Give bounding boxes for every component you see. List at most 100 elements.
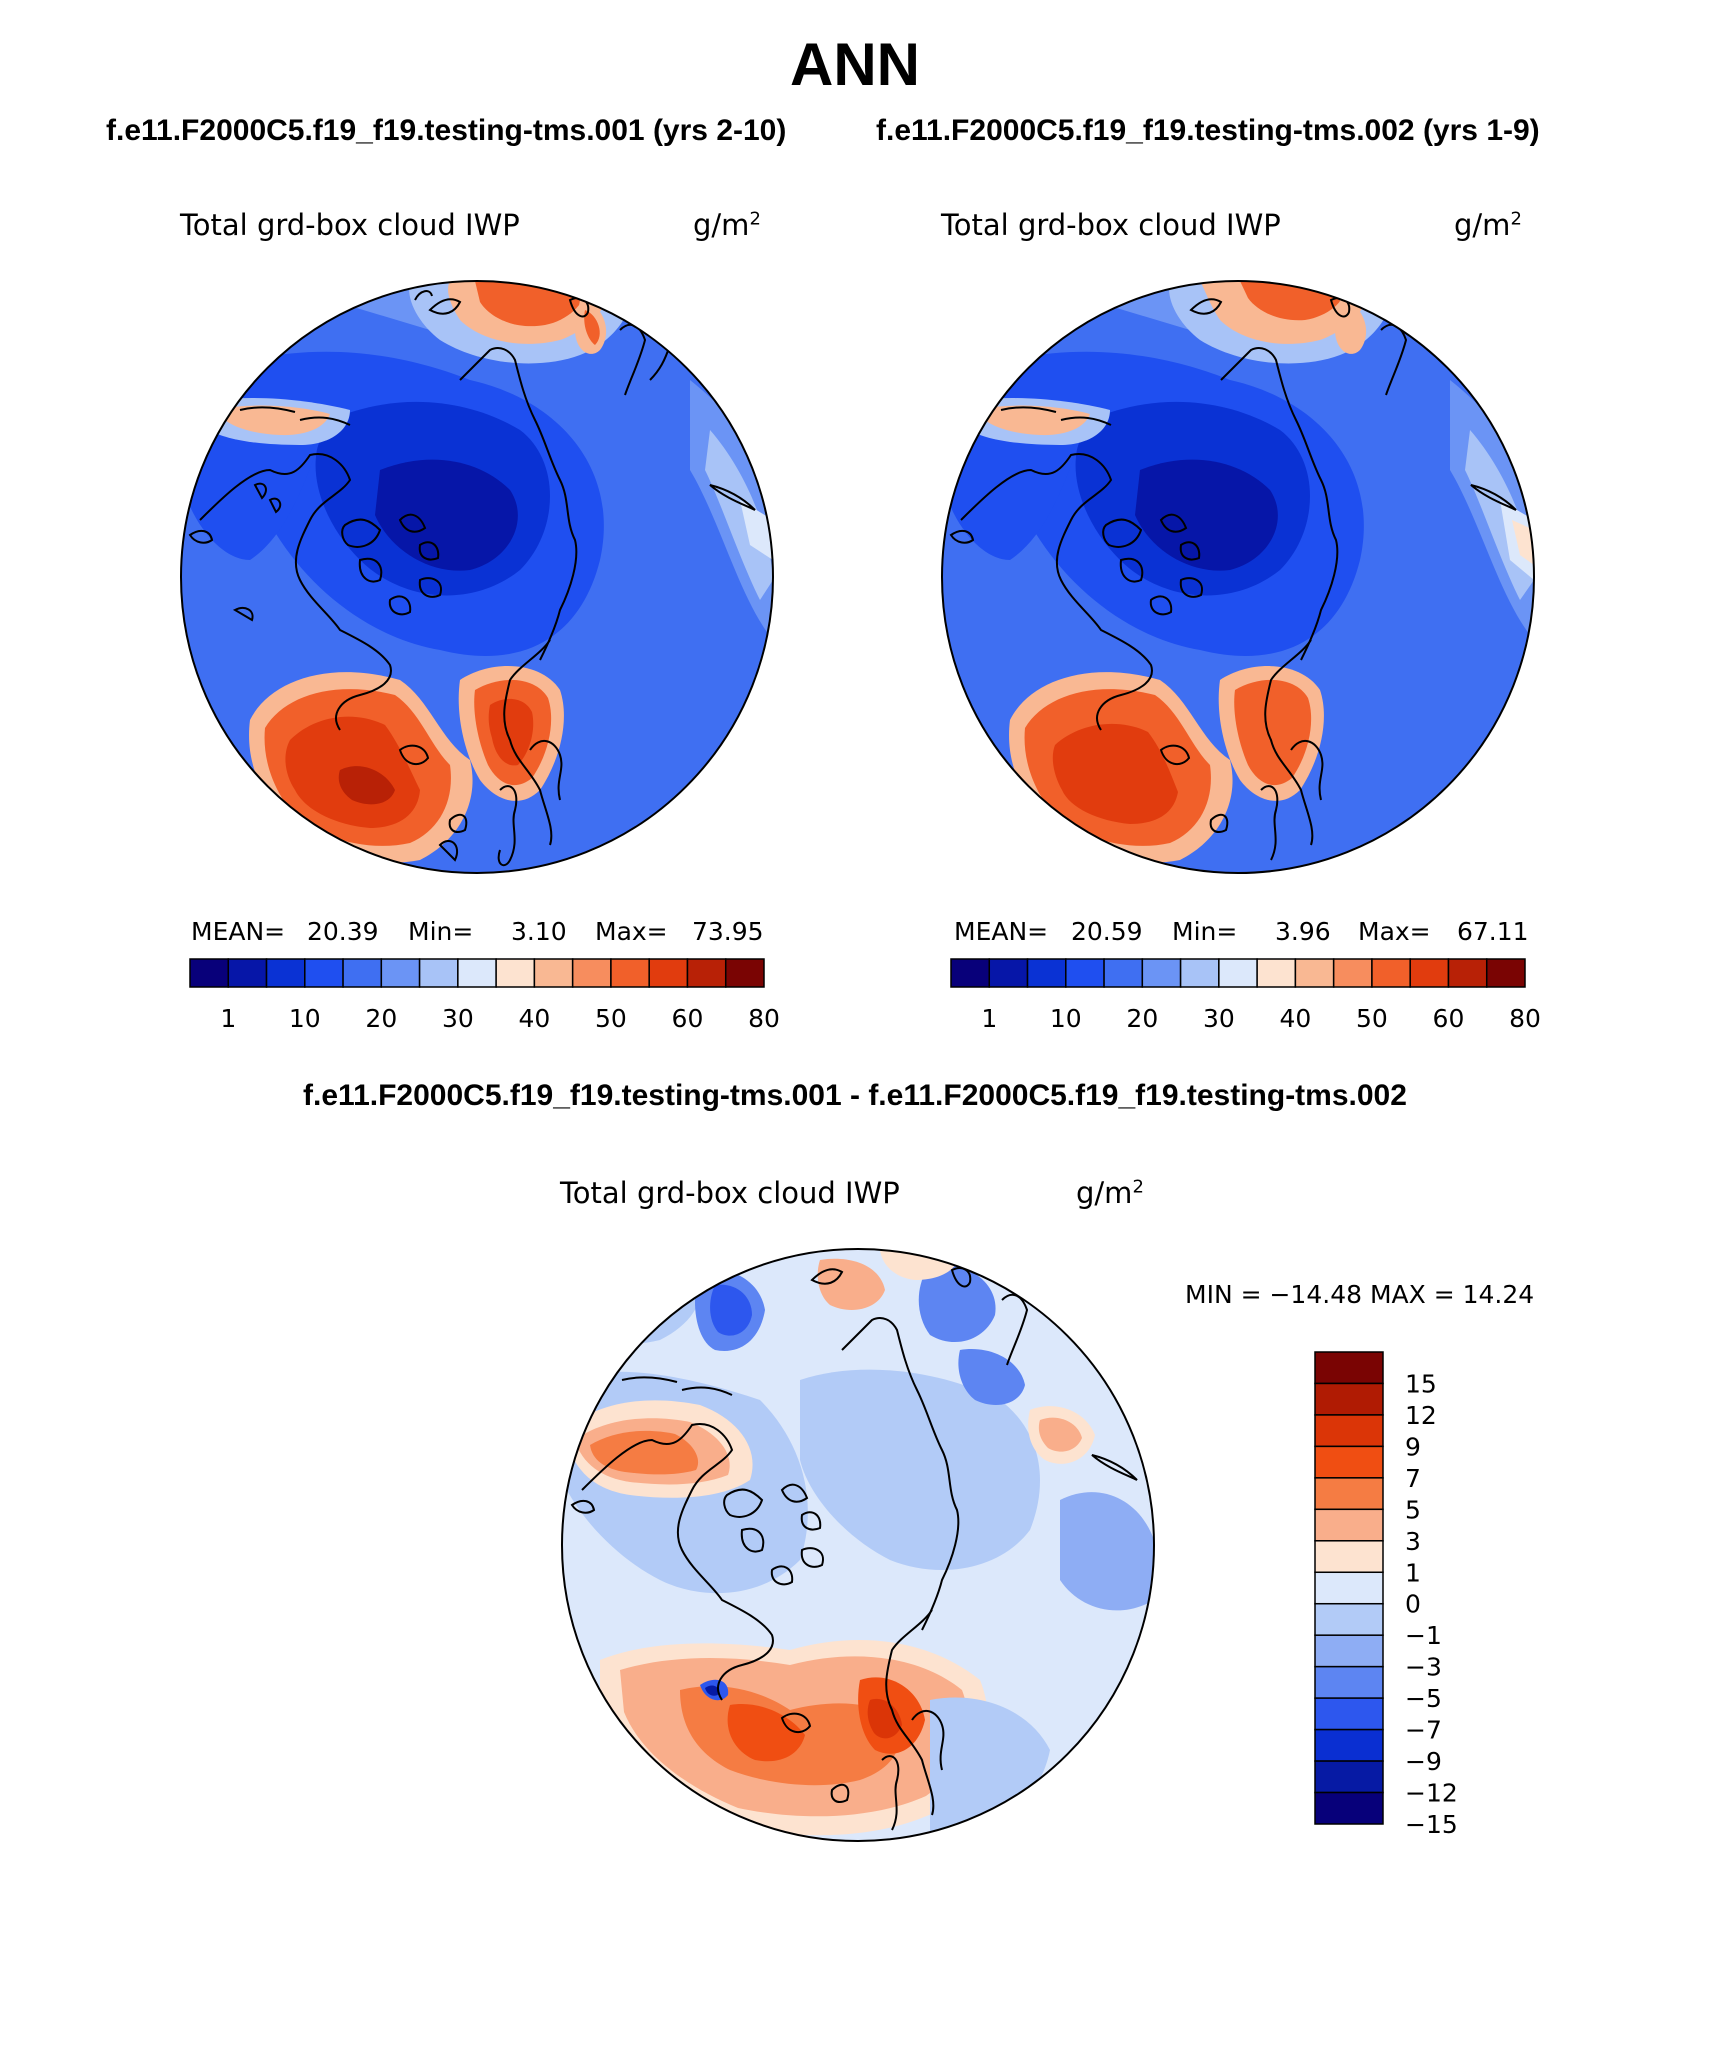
colorbar3-tick-6: 1: [1405, 1558, 1421, 1587]
colorbar2-box-7: [1218, 958, 1258, 988]
colorbar2-box-1: [988, 958, 1029, 988]
panel1-min-label: Min=: [408, 917, 474, 946]
colorbar2-tick-5: 50: [1356, 1004, 1388, 1033]
panel2-min-label: Min=: [1172, 917, 1238, 946]
colorbar1-tick-7: 80: [748, 1004, 780, 1033]
colorbar2-box-9: [1294, 958, 1335, 988]
colorbar3-tick-2: 9: [1405, 1432, 1421, 1461]
panel2-max-label: Max=: [1358, 917, 1431, 946]
colorbar3-box-1: [1314, 1382, 1384, 1416]
colorbar2-box-2: [1026, 958, 1067, 988]
colorbar1-box-2: [265, 958, 306, 988]
colorbar2-box-0: [950, 958, 991, 988]
panel2-min-value: 3.96: [1275, 917, 1331, 946]
map1-field-blue-core: [375, 459, 518, 571]
colorbar2-box-8: [1256, 958, 1297, 988]
panel3-minmax: MIN = −14.48 MAX = 14.24: [1185, 1280, 1535, 1309]
colorbar3-tick-10: −5: [1405, 1684, 1442, 1713]
colorbar3-tick-9: −3: [1405, 1653, 1442, 1682]
panel2-max-value: 67.11: [1457, 917, 1529, 946]
colorbar3-box-4: [1314, 1477, 1384, 1511]
colorbar1-box-14: [724, 958, 765, 988]
colorbar1-box-13: [686, 958, 727, 988]
colorbar3-box-7: [1314, 1571, 1384, 1605]
colorbar-panel-2: 1 10 20 30 40 50 60 80: [950, 958, 1541, 1033]
colorbar2-box-10: [1332, 958, 1373, 988]
colorbar2-tick-2: 20: [1126, 1004, 1158, 1033]
map2-coastlines: [949, 297, 1517, 861]
colorbar2-tick-7: 80: [1509, 1004, 1541, 1033]
panel1-mean-value: 20.39: [307, 917, 379, 946]
colorbar1-tick-5: 50: [595, 1004, 627, 1033]
map1-coastlines: [188, 290, 756, 867]
colorbar1-box-8: [495, 958, 536, 988]
colorbar1-tick-2: 20: [365, 1004, 397, 1033]
colorbar-panel-1: 1 10 20 30 40 50 60 80: [189, 958, 780, 1033]
colorbar-panel-3: 15 129 75 31 0−1 −3−5 −7−9 −12−15: [1314, 1351, 1458, 1839]
colorbar1-tick-3: 30: [442, 1004, 474, 1033]
map-panel-1: [180, 280, 774, 874]
map1-field-west-blue: [181, 409, 320, 560]
colorbar3-box-13: [1314, 1760, 1384, 1794]
colorbar2-box-12: [1409, 958, 1450, 988]
colorbar3-tick-11: −7: [1405, 1716, 1442, 1745]
colorbar3-tick-1: 12: [1405, 1401, 1437, 1430]
colorbar1-box-7: [457, 958, 497, 988]
colorbar2-box-5: [1141, 958, 1182, 988]
colorbar2-tick-1: 10: [1050, 1004, 1082, 1033]
panel1-min-value: 3.10: [511, 917, 567, 946]
colorbar3-box-14: [1314, 1791, 1384, 1825]
panel1-max-value: 73.95: [692, 917, 764, 946]
colorbar3-box-3: [1314, 1445, 1384, 1479]
colorbar2-tick-4: 40: [1279, 1004, 1311, 1033]
colorbar2-tick-3: 30: [1203, 1004, 1235, 1033]
colorbar2-box-3: [1065, 958, 1105, 988]
map1-field-east-pale: [705, 430, 773, 600]
colorbar2-box-4: [1103, 958, 1144, 988]
colorbar1-tick-4: 40: [518, 1004, 550, 1033]
colorbar3-box-6: [1314, 1540, 1384, 1574]
panel1-max-label: Max=: [595, 917, 668, 946]
panel1-units: g/m2: [693, 208, 761, 242]
colorbar1-box-5: [380, 958, 421, 988]
subtitle-case-2: f.e11.F2000C5.f19_f19.testing-tms.002 (y…: [876, 114, 1540, 147]
colorbar2-tick-6: 60: [1433, 1004, 1465, 1033]
colorbar3-box-10: [1314, 1665, 1384, 1699]
panel3-title: Total grd-box cloud IWP: [560, 1176, 900, 1210]
map-panel-2: [941, 280, 1535, 874]
colorbar3-tick-13: −12: [1405, 1779, 1458, 1808]
colorbar3-tick-5: 3: [1405, 1527, 1421, 1556]
map1-boundary: [180, 280, 774, 874]
colorbar3-box-11: [1314, 1697, 1384, 1731]
colorbar1-box-0: [189, 958, 230, 988]
colorbar1-box-1: [227, 958, 268, 988]
map2-boundary: [941, 280, 1535, 874]
colorbar3-tick-3: 7: [1405, 1464, 1421, 1493]
colorbar1-box-6: [418, 958, 459, 988]
colorbar2-box-11: [1371, 958, 1411, 988]
panel2-mean-label: MEAN=: [954, 917, 1049, 946]
panel1-mean-label: MEAN=: [191, 917, 286, 946]
colorbar2-box-6: [1179, 958, 1220, 988]
colorbar3-tick-0: 15: [1405, 1369, 1437, 1398]
colorbar1-tick-1: 10: [289, 1004, 321, 1033]
panel2-mean-value: 20.59: [1071, 917, 1143, 946]
panel2-units: g/m2: [1454, 208, 1522, 242]
subtitle-difference: f.e11.F2000C5.f19_f19.testing-tms.001 - …: [303, 1079, 1407, 1112]
colorbar3-box-8: [1314, 1602, 1384, 1636]
colorbar1-box-9: [533, 958, 574, 988]
colorbar2-tick-0: 1: [981, 1004, 997, 1033]
colorbar3-box-5: [1314, 1508, 1384, 1542]
figure-title: ANN: [790, 31, 920, 98]
colorbar1-tick-6: 60: [672, 1004, 704, 1033]
panel2-title: Total grd-box cloud IWP: [941, 208, 1281, 242]
map1-field-east-palest: [740, 500, 773, 560]
colorbar3-box-0: [1314, 1351, 1384, 1385]
colorbar3-box-12: [1314, 1728, 1384, 1762]
colorbar1-box-3: [304, 958, 344, 988]
colorbar3-tick-8: −1: [1405, 1621, 1442, 1650]
map-panel-3: [561, 1248, 1155, 1842]
colorbar1-tick-0: 1: [220, 1004, 236, 1033]
panel1-title: Total grd-box cloud IWP: [180, 208, 520, 242]
colorbar3-tick-4: 5: [1405, 1495, 1421, 1524]
